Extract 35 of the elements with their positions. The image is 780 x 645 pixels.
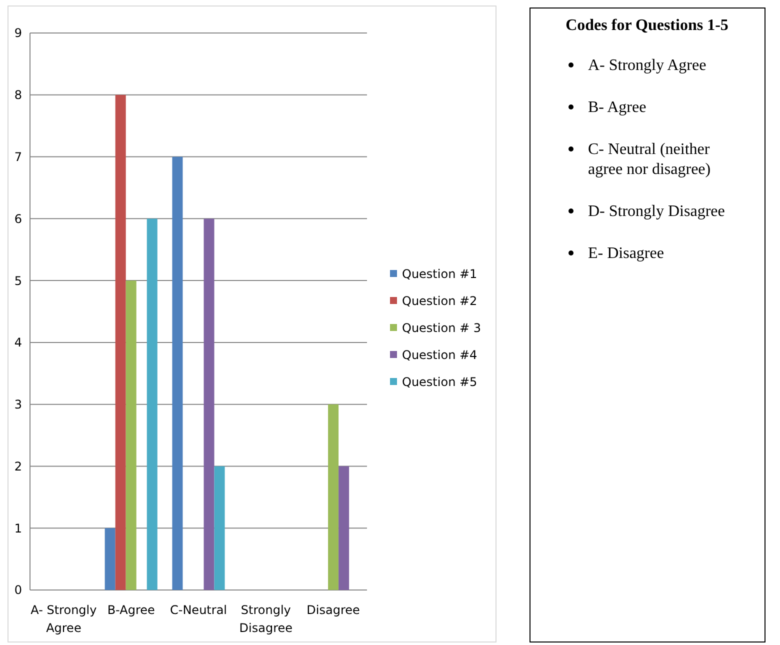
text: E- Disagree — [588, 245, 664, 262]
y-tick-label: 2 — [14, 459, 22, 474]
legend-label: Question #2 — [402, 294, 478, 308]
bar — [328, 404, 339, 590]
x-tick-label: Strongly Disagree — [239, 603, 293, 635]
bar — [126, 280, 136, 590]
text: Codes for Questions 1-5 — [566, 17, 728, 34]
x-tick-label: C-Neutral — [170, 603, 227, 617]
text: B- Agree — [588, 99, 646, 116]
bar — [338, 466, 350, 590]
y-tick-label: 8 — [14, 88, 22, 102]
legend-label: Question #1 — [402, 267, 478, 282]
y-tick-label: 4 — [14, 336, 22, 350]
bar — [146, 218, 158, 590]
x-tick-label: A- Strongly Agree — [30, 603, 97, 635]
legend-label: Question #4 — [402, 348, 478, 362]
text: C- Neutral (neither agree nor disagree) — [588, 141, 711, 178]
bar — [104, 528, 116, 590]
x-tick-label: Disagree — [306, 603, 360, 617]
bar — [204, 218, 214, 590]
y-tick-label: 6 — [14, 212, 22, 226]
bar — [172, 156, 183, 590]
y-tick-label: 0 — [14, 583, 22, 598]
legend-label: Question #5 — [402, 375, 478, 390]
x-tick-label: B-Agree — [107, 603, 155, 617]
text: A- Strongly Agree — [588, 57, 706, 74]
y-tick-label: 5 — [14, 274, 22, 288]
bar — [115, 94, 126, 590]
y-tick-label: 3 — [14, 398, 22, 412]
y-tick-label: 7 — [14, 150, 22, 164]
bar — [214, 466, 225, 590]
y-tick-label: 9 — [14, 26, 22, 40]
legend-label: Question # 3 — [402, 321, 481, 336]
text: D- Strongly Disagree — [588, 203, 725, 220]
y-tick-label: 1 — [14, 521, 22, 536]
